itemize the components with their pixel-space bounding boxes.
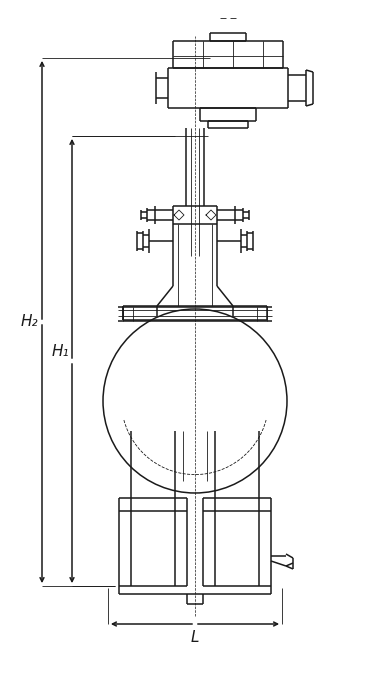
Text: H₁: H₁ xyxy=(51,343,69,358)
Text: L: L xyxy=(191,629,199,644)
Text: H₂: H₂ xyxy=(20,314,38,329)
